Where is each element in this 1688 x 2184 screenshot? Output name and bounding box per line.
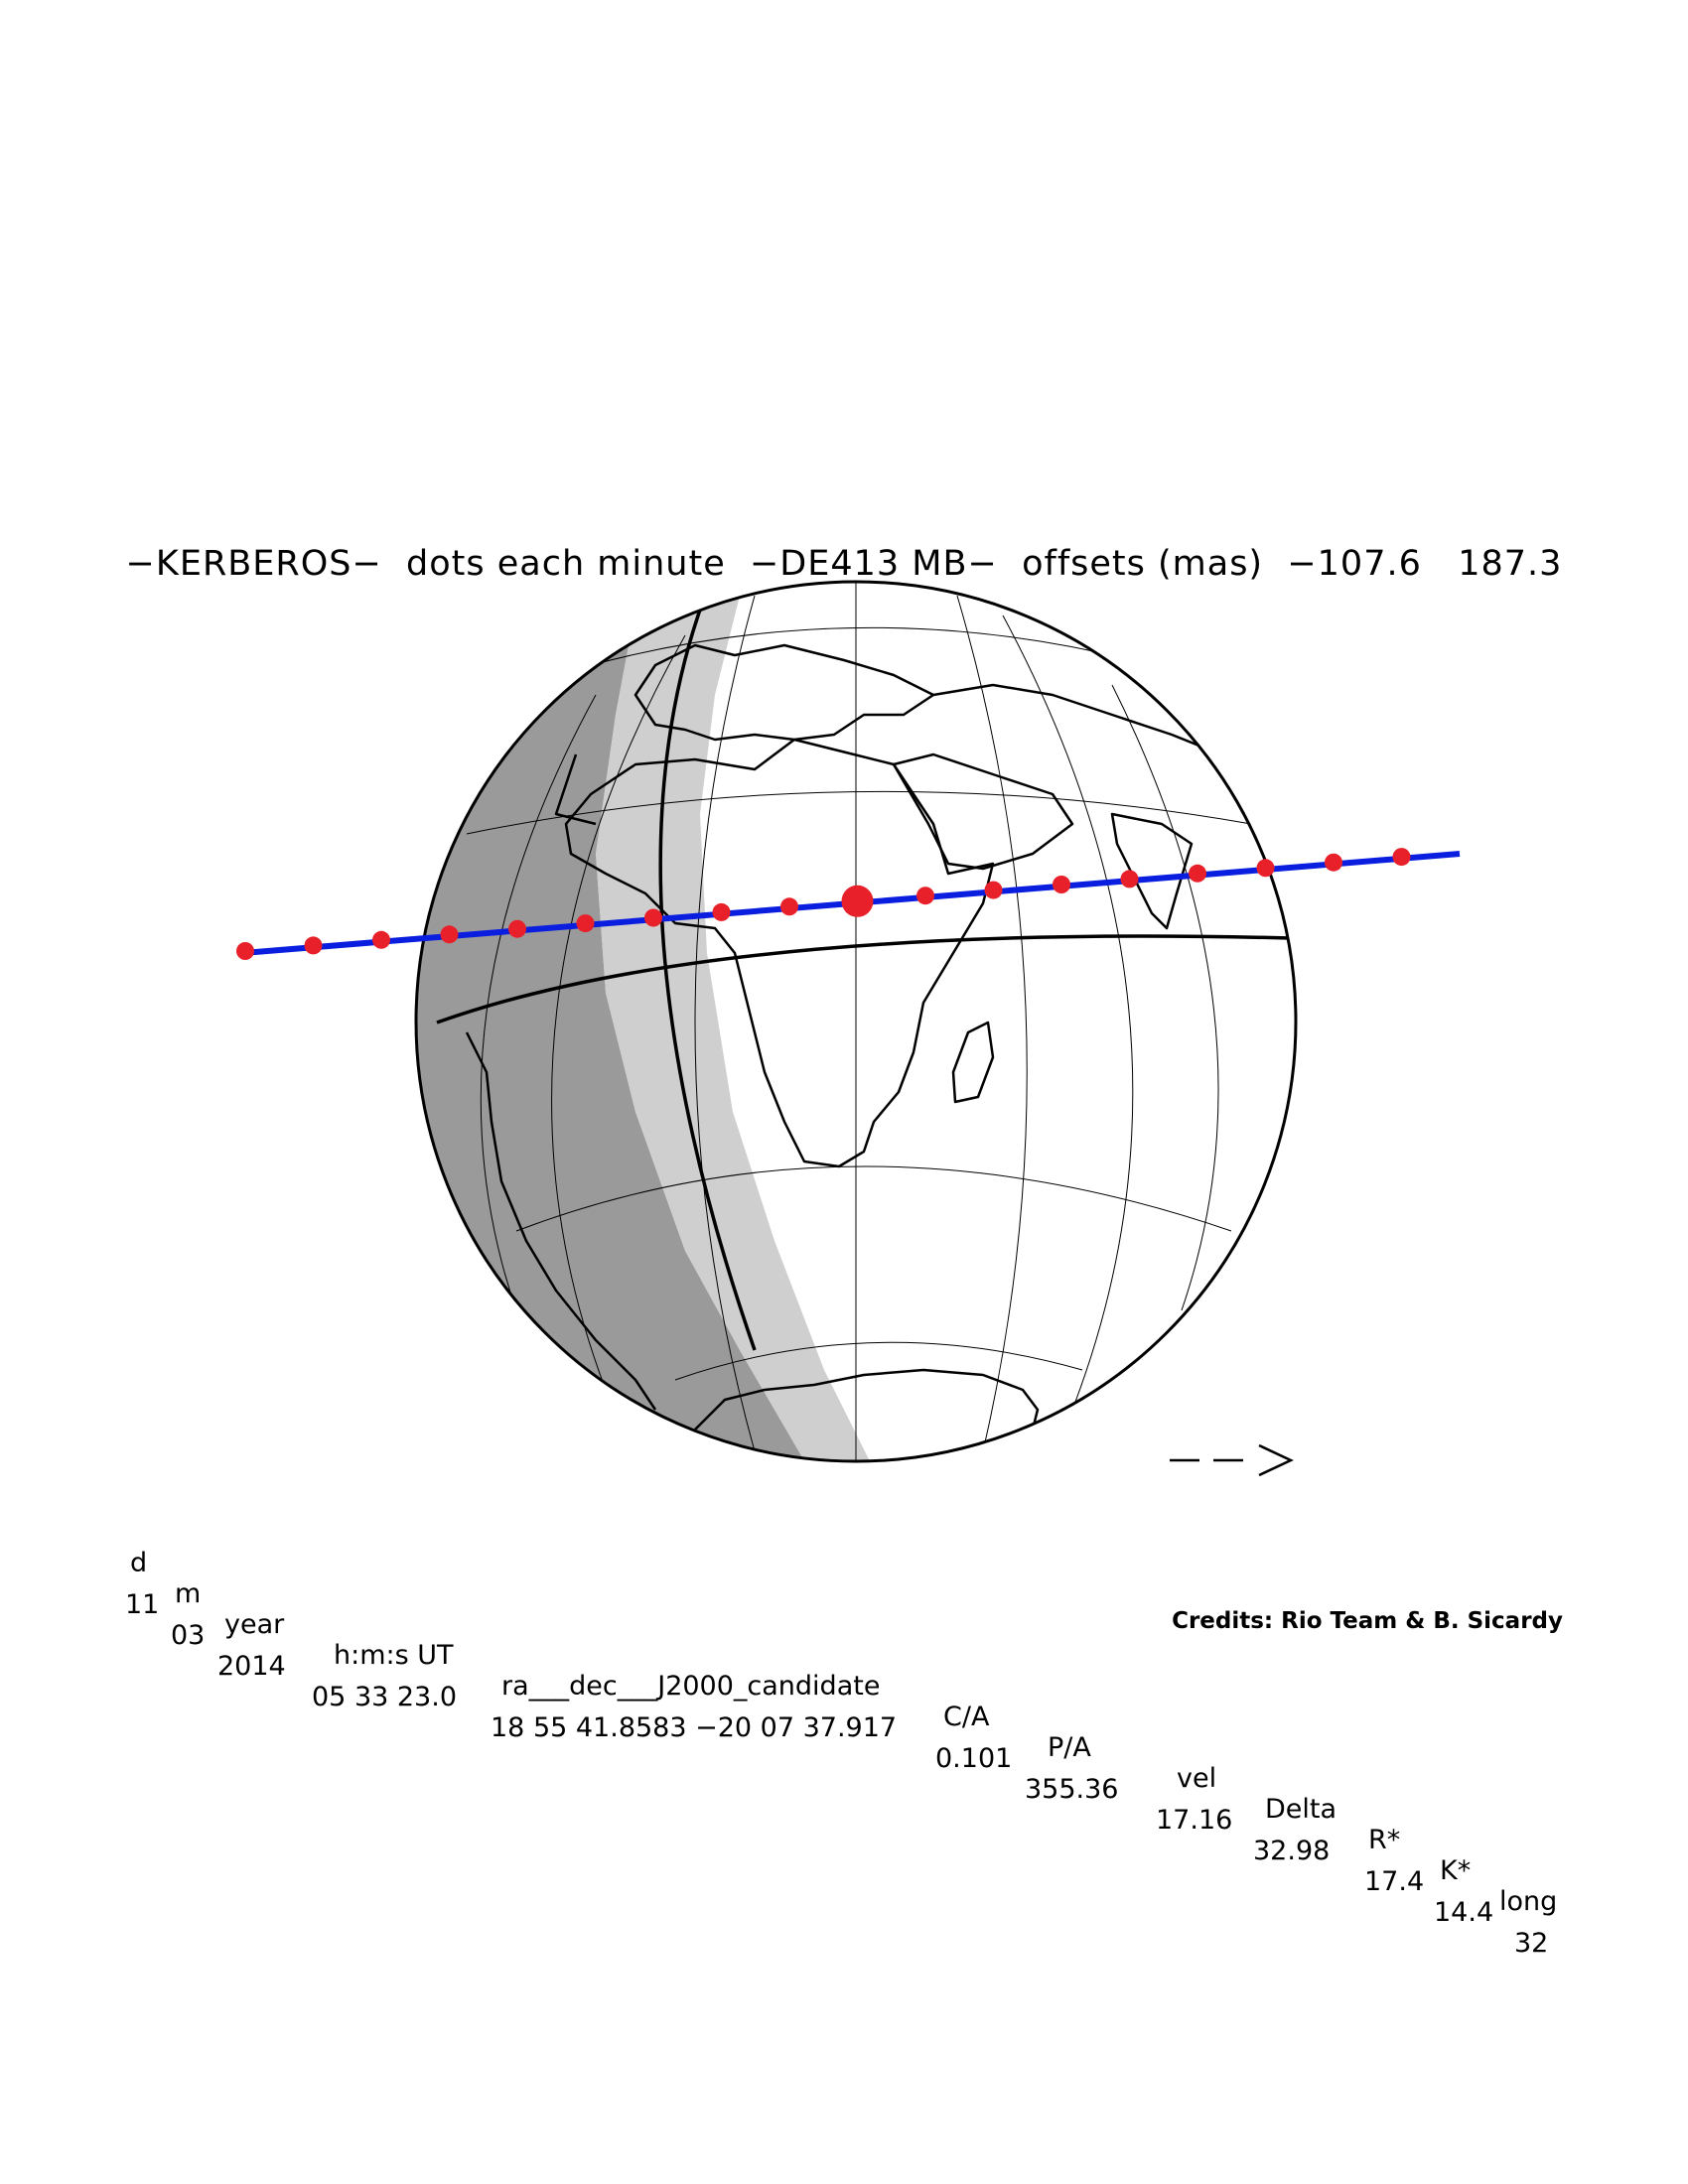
central-minute-dot [841, 885, 874, 917]
minute-dot [984, 881, 1003, 899]
table-headers: d m year h:m:s UT ra___dec___J2000_candi… [0, 1517, 1688, 1917]
value-vel: 17.16 [1156, 1805, 1233, 1836]
minute-dot [1392, 848, 1411, 867]
europe-outline [633, 643, 935, 742]
header-long: long [1499, 1886, 1558, 1917]
value-year: 2014 [217, 1651, 286, 1682]
arabia-outline [892, 752, 1074, 871]
value-ca: 0.101 [935, 1743, 1013, 1774]
minute-dot [236, 942, 254, 960]
plot-title: −KERBEROS− dots each minute −DE413 MB− o… [125, 544, 1563, 584]
minute-dot [440, 925, 459, 944]
value-pa: 355.36 [1025, 1774, 1119, 1805]
value-m: 03 [171, 1620, 206, 1651]
header-year: year [224, 1609, 285, 1640]
value-long: 32 [1514, 1928, 1549, 1959]
minute-dot [576, 914, 595, 933]
india-outline [1110, 812, 1194, 930]
minute-dot [508, 919, 526, 938]
value-radec: 18 55 41.8583 −20 07 37.917 [491, 1712, 898, 1743]
minute-dot [1325, 853, 1342, 872]
minute-dot [1120, 870, 1139, 888]
header-pa: P/A [1048, 1732, 1091, 1763]
minute-dot [1256, 859, 1275, 878]
minute-dot [304, 936, 323, 955]
globe-outline [414, 580, 1298, 1463]
south-america-outline [465, 1031, 657, 1411]
credits: Credits: Rio Team & B. Sicardy [1172, 1608, 1563, 1634]
minute-dot [644, 908, 662, 927]
header-kstar: K* [1440, 1855, 1472, 1886]
night-shade [417, 582, 809, 1461]
header-radec: ra___dec___J2000_candidate [501, 1671, 881, 1702]
table-values: 11 03 2014 05 33 23.0 18 55 41.8583 −20 … [0, 1559, 1688, 1959]
minute-dots [236, 848, 1411, 960]
header-ca: C/A [943, 1702, 990, 1732]
terminator-line [658, 595, 757, 1351]
minute-dot [372, 930, 390, 949]
minute-dot [780, 897, 798, 916]
value-time: 05 33 23.0 [312, 1682, 457, 1712]
value-rstar: 17.4 [1364, 1866, 1425, 1897]
header-vel: vel [1177, 1763, 1217, 1794]
value-kstar: 14.4 [1434, 1897, 1494, 1928]
minute-dot [916, 887, 934, 905]
header-rstar: R* [1368, 1825, 1401, 1855]
graticule [466, 582, 1252, 1461]
antarctica-outline [694, 1368, 1040, 1431]
minute-dot [712, 902, 731, 921]
direction-arrow [1170, 1443, 1294, 1477]
value-d: 11 [125, 1589, 160, 1620]
header-delta: Delta [1265, 1794, 1337, 1825]
minute-dot [1053, 876, 1070, 893]
minute-dot [1189, 864, 1206, 883]
header-m: m [175, 1578, 202, 1609]
header-d: d [130, 1548, 148, 1578]
shadow-limit-line [436, 934, 1292, 1024]
madagascar-outline [951, 1021, 995, 1104]
north-america-edge [554, 753, 597, 826]
value-delta: 32.98 [1253, 1836, 1331, 1866]
header-time: h:m:s UT [334, 1640, 454, 1671]
